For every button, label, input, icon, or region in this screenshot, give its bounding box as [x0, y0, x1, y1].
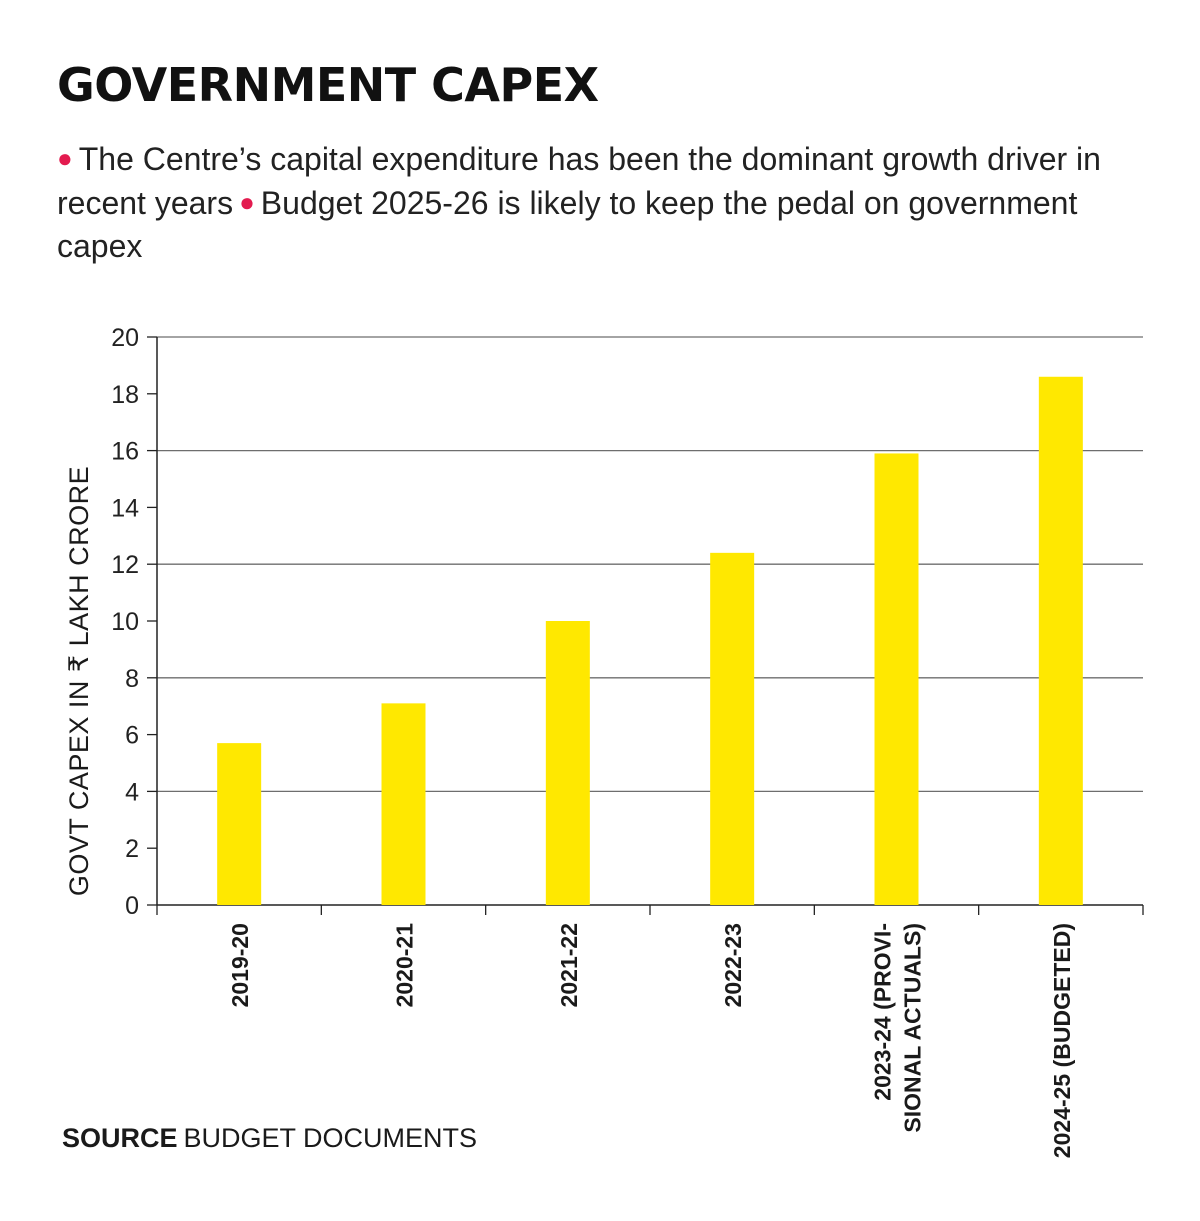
y-tick-label: 14: [111, 494, 139, 522]
x-category-label: 2023-24 (PROVI-: [870, 923, 896, 1101]
y-tick-label: 2: [125, 835, 139, 863]
y-tick-label: 8: [125, 665, 139, 693]
x-category-label: SIONAL ACTUALS): [900, 923, 926, 1133]
x-category-label: 2019-20: [227, 923, 253, 1007]
chart-title: GOVERNMENT CAPEX: [57, 58, 599, 112]
bar: [1038, 376, 1083, 905]
bullet-dot-icon: ●: [239, 187, 255, 217]
x-category-label: 2024-25 (BUDGETED): [1049, 923, 1075, 1158]
bullet-dot-icon: ●: [57, 143, 73, 173]
y-tick-label: 16: [111, 438, 139, 466]
x-category-label: 2021-22: [556, 923, 582, 1007]
source-text: BUDGET DOCUMENTS: [183, 1123, 478, 1153]
source-note: SOURCE BUDGET DOCUMENTS: [62, 1123, 477, 1154]
y-axis-title: GOVT CAPEX IN ₹ LAKH CRORE: [64, 466, 94, 896]
y-tick-label: 10: [111, 608, 139, 636]
y-tick-label: 12: [111, 551, 139, 579]
source-label: SOURCE: [62, 1123, 178, 1153]
bar: [874, 453, 919, 905]
chart-subtitle: ● The Centre’s capital expenditure has be…: [57, 137, 1157, 268]
y-tick-label: 6: [125, 722, 139, 750]
subtitle-point-2: Budget 2025-26 is likely to keep the ped…: [57, 185, 1078, 264]
x-category-label: 2020-21: [392, 923, 418, 1008]
bar: [710, 552, 755, 905]
y-tick-label: 20: [111, 324, 139, 352]
y-tick-label: 0: [125, 892, 139, 920]
y-tick-label: 4: [125, 778, 139, 806]
bar: [381, 703, 426, 905]
bar: [217, 743, 262, 905]
y-tick-label: 18: [111, 381, 139, 409]
subtitle-point-1: The Centre’s capital expenditure has bee…: [57, 141, 1101, 221]
x-category-label: 2022-23: [720, 923, 746, 1007]
bar: [545, 621, 590, 905]
